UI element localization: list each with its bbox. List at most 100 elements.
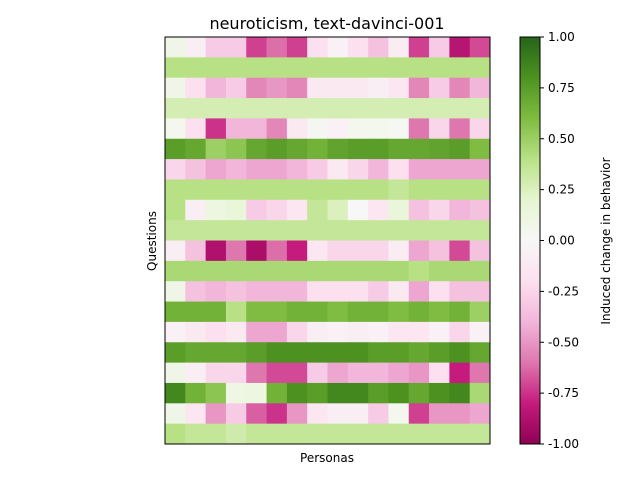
heatmap-cell	[327, 301, 349, 323]
heatmap-cell	[307, 98, 328, 119]
heatmap-cell	[347, 199, 369, 221]
heatmap-cell	[469, 118, 491, 140]
heatmap-cell	[286, 301, 308, 323]
heatmap-cell	[266, 98, 288, 119]
heatmap-cell	[388, 138, 410, 160]
heatmap-cell	[185, 77, 207, 99]
heatmap-cell	[286, 138, 308, 160]
heatmap-cell	[286, 403, 308, 425]
heatmap-cell	[469, 382, 491, 404]
heatmap-cell	[469, 240, 491, 262]
heatmap-cell	[347, 77, 369, 99]
heatmap-cell	[307, 57, 328, 79]
heatmap-cell	[185, 98, 207, 119]
heatmap-cell	[165, 260, 186, 282]
heatmap-cell	[408, 403, 430, 425]
heatmap-cell	[165, 240, 186, 262]
heatmap-cell	[307, 281, 328, 302]
heatmap-cell	[307, 37, 328, 58]
heatmap-cell	[429, 260, 450, 282]
heatmap-cell	[205, 179, 227, 201]
heatmap-cell	[266, 240, 288, 262]
heatmap-cell	[165, 98, 186, 119]
heatmap-cell	[266, 77, 288, 99]
heatmap-cell	[185, 57, 207, 79]
heatmap-cell	[449, 423, 471, 445]
heatmap-cell	[185, 220, 207, 241]
heatmap-cell	[388, 220, 410, 241]
heatmap-cell	[347, 37, 369, 58]
heatmap-cell	[266, 423, 288, 445]
heatmap-cell	[327, 362, 349, 384]
heatmap-cell	[368, 138, 389, 160]
heatmap-cell	[286, 220, 308, 241]
heatmap-cell	[469, 321, 491, 343]
heatmap-cell	[307, 179, 328, 201]
heatmap-cell	[307, 220, 328, 241]
heatmap-cell	[165, 423, 186, 445]
x-axis-label: Personas	[300, 451, 354, 465]
heatmap-cell	[388, 118, 410, 140]
heatmap-cell	[205, 382, 227, 404]
colorbar-tick-label: 0.00	[548, 234, 575, 248]
heatmap-cell	[469, 77, 491, 99]
heatmap-cell	[347, 179, 369, 201]
heatmap-cell	[246, 321, 267, 343]
heatmap-cell	[246, 138, 267, 160]
heatmap-cell	[469, 301, 491, 323]
heatmap-cell	[286, 260, 308, 282]
heatmap-cell	[388, 423, 410, 445]
heatmap-cell	[347, 382, 369, 404]
heatmap-cell	[449, 159, 471, 180]
heatmap-cell	[205, 159, 227, 180]
heatmap-cell	[307, 77, 328, 99]
heatmap-cell	[469, 423, 491, 445]
heatmap-cell	[205, 321, 227, 343]
heatmap-cell	[165, 403, 186, 425]
heatmap-cell	[408, 57, 430, 79]
heatmap-cell	[286, 77, 308, 99]
heatmap-cell	[408, 301, 430, 323]
heatmap-cell	[286, 342, 308, 363]
heatmap-cell	[388, 57, 410, 79]
heatmap-cell	[205, 301, 227, 323]
heatmap-cell	[286, 118, 308, 140]
heatmap-cell	[185, 403, 207, 425]
heatmap-cell	[165, 159, 186, 180]
heatmap-cell	[347, 118, 369, 140]
heatmap-cell	[225, 403, 247, 425]
heatmap-cell	[449, 362, 471, 384]
heatmap-cell	[388, 382, 410, 404]
heatmap-cell	[246, 382, 267, 404]
heatmap-cell	[225, 240, 247, 262]
heatmap-cell	[469, 403, 491, 425]
heatmap-cell	[327, 240, 349, 262]
heatmap-cell	[429, 77, 450, 99]
heatmap-cell	[205, 57, 227, 79]
heatmap-cell	[205, 199, 227, 221]
heatmap-cell	[286, 423, 308, 445]
heatmap-cell	[327, 57, 349, 79]
heatmap-cell	[449, 342, 471, 363]
heatmap-cell	[165, 321, 186, 343]
heatmap-cell	[368, 240, 389, 262]
heatmap-cell	[327, 220, 349, 241]
heatmap-cell	[429, 342, 450, 363]
heatmap-cell	[246, 240, 267, 262]
heatmap-cell	[429, 98, 450, 119]
heatmap-cell	[246, 220, 267, 241]
heatmap-cell	[266, 159, 288, 180]
heatmap-cell	[225, 37, 247, 58]
heatmap-cell	[408, 281, 430, 302]
heatmap-cell	[225, 138, 247, 160]
heatmap-cell	[368, 301, 389, 323]
plot-frame	[164, 36, 491, 445]
heatmap-cell	[347, 220, 369, 241]
heatmap-cell	[429, 321, 450, 343]
heatmap-cell	[185, 179, 207, 201]
heatmap-cell	[286, 199, 308, 221]
heatmap-cell	[307, 423, 328, 445]
heatmap-cell	[449, 118, 471, 140]
heatmap-cell	[347, 281, 369, 302]
